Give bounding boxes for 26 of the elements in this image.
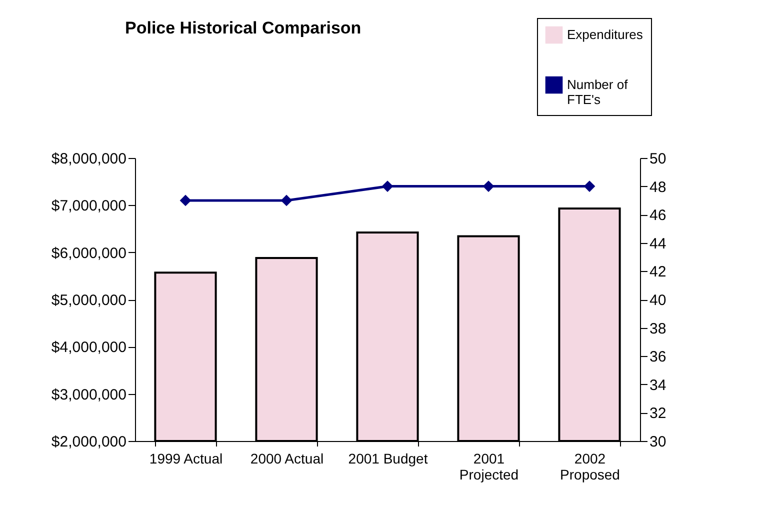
y2-tick-label: 48 — [650, 178, 666, 196]
legend-label: Number of FTE's — [567, 77, 628, 107]
y-tick-label: $5,000,000 — [51, 292, 126, 309]
y-tick-label: $4,000,000 — [51, 339, 126, 356]
y2-tick-label: 50 — [650, 150, 666, 168]
y-tick-label: $3,000,000 — [51, 386, 126, 404]
x-tick-label: 1999 Actual — [149, 450, 223, 466]
y2-tick-label: 46 — [650, 207, 666, 224]
y-tick-label: $2,000,000 — [51, 434, 126, 450]
legend-label: Expenditures — [567, 27, 644, 42]
x-tick-label: 2002 Proposed — [560, 450, 620, 482]
y2-tick-label: 34 — [650, 376, 666, 394]
y-tick-label: $6,000,000 — [51, 244, 126, 262]
y2-tick-label: 40 — [650, 292, 666, 309]
y2-tick-label: 44 — [650, 235, 666, 252]
chart-title: Police Historical Comparison — [125, 18, 362, 38]
y-tick-label: $8,000,000 — [51, 150, 126, 168]
y2-tick-label: 30 — [650, 434, 666, 450]
y2-tick-label: 32 — [650, 405, 666, 422]
y2-tick-label: 36 — [650, 348, 666, 366]
x-tick-label: 2001 Projected — [459, 450, 519, 482]
y2-tick-label: 42 — [650, 264, 666, 281]
x-tick-label: 2001 Budget — [348, 450, 428, 466]
y2-tick-label: 38 — [650, 320, 666, 338]
y-tick-label: $7,000,000 — [51, 198, 126, 215]
x-tick-label: 2000 Actual — [250, 450, 324, 466]
